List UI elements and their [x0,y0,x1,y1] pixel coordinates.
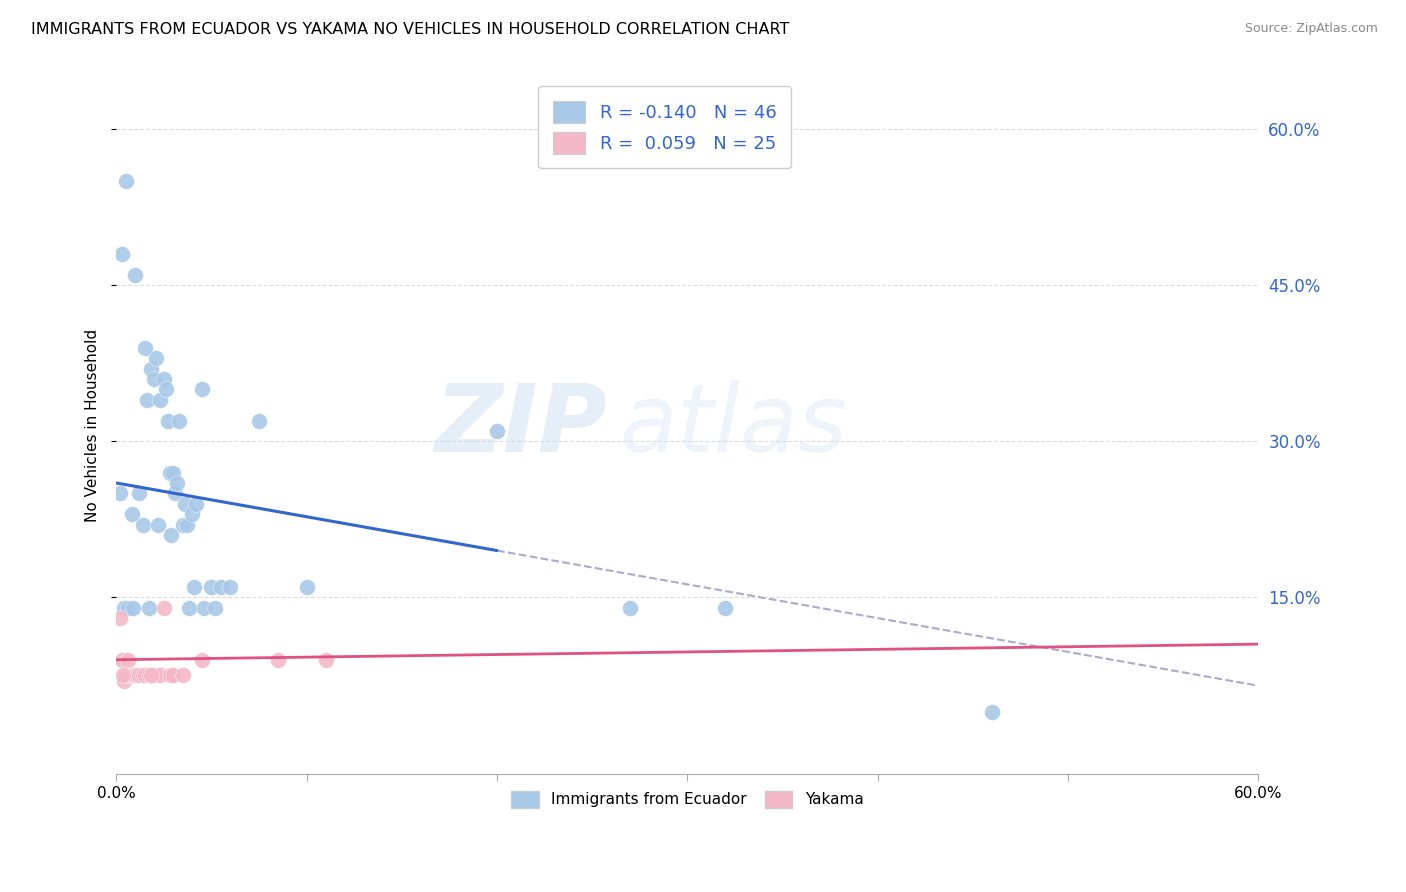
Point [111,653,134,667]
Point [204,600,226,615]
Point [183,580,205,594]
Point [117,653,139,667]
Point [128,486,150,500]
Point [315,653,337,667]
Point [117,600,139,615]
Point [209,580,232,594]
Point [191,383,214,397]
Legend: Immigrants from Ecuador, Yakama: Immigrants from Ecuador, Yakama [503,783,872,815]
Point [122,668,145,682]
Point [132,517,155,532]
Point [714,600,737,615]
Point [177,600,200,615]
Point [121,507,143,521]
Text: IMMIGRANTS FROM ECUADOR VS YAKAMA NO VEHICLES IN HOUSEHOLD CORRELATION CHART: IMMIGRANTS FROM ECUADOR VS YAKAMA NO VEH… [31,22,789,37]
Point [219,580,242,594]
Point [128,668,150,682]
Point [193,600,215,615]
Point [132,668,155,682]
Point [191,653,214,667]
Point [176,517,198,532]
Point [153,600,176,615]
Point [139,668,162,682]
Text: ZIP: ZIP [434,380,607,472]
Point [166,475,188,490]
Point [167,414,190,428]
Point [121,668,143,682]
Point [112,673,135,688]
Point [143,668,166,682]
Point [200,580,222,594]
Point [108,611,131,625]
Y-axis label: No Vehicles in Household: No Vehicles in Household [86,329,100,523]
Point [156,414,179,428]
Point [162,466,184,480]
Point [127,668,149,682]
Point [173,497,195,511]
Point [114,668,136,682]
Point [181,507,204,521]
Point [134,668,156,682]
Point [155,383,177,397]
Point [981,705,1004,719]
Point [160,528,183,542]
Point [619,600,641,615]
Point [122,600,145,615]
Point [149,392,172,407]
Point [139,361,162,376]
Point [114,174,136,188]
Point [485,424,508,438]
Point [135,392,157,407]
Point [165,486,187,500]
Point [149,668,172,682]
Point [118,668,141,682]
Point [247,414,270,428]
Point [138,600,160,615]
Point [134,341,156,355]
Point [186,497,208,511]
Point [159,466,181,480]
Point [112,600,135,615]
Point [108,486,131,500]
Point [172,517,194,532]
Point [295,580,318,594]
Point [143,372,166,386]
Point [153,372,176,386]
Point [124,668,146,682]
Point [146,517,169,532]
Point [124,268,146,282]
Point [145,351,167,366]
Point [111,668,134,682]
Point [138,668,160,682]
Point [267,653,290,667]
Point [159,668,181,682]
Point [172,668,194,682]
Point [162,668,184,682]
Text: atlas: atlas [619,380,846,471]
Point [111,247,134,261]
Text: Source: ZipAtlas.com: Source: ZipAtlas.com [1244,22,1378,36]
